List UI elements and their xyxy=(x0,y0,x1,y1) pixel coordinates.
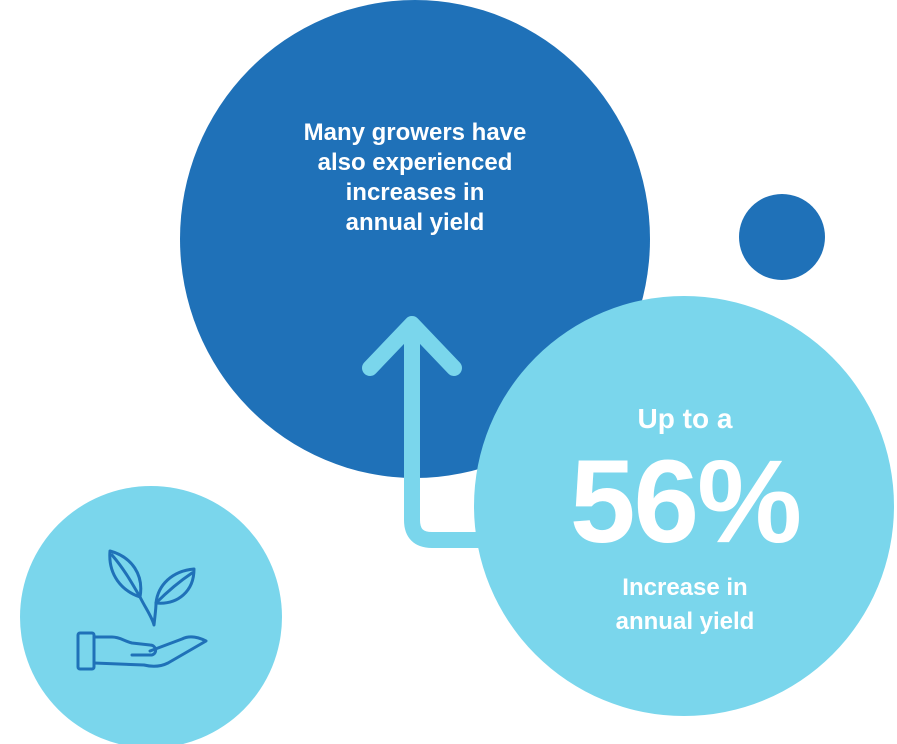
stat-caption: Increase in annual yield xyxy=(615,574,755,635)
stat-value: 56% xyxy=(569,436,802,568)
stat-prefix: Up to a xyxy=(637,403,733,434)
headline-text: Many growers have also experienced incre… xyxy=(303,119,527,236)
stat-circle xyxy=(474,296,894,716)
decorative-dot xyxy=(739,194,825,280)
plant-hand-icon xyxy=(76,549,208,671)
